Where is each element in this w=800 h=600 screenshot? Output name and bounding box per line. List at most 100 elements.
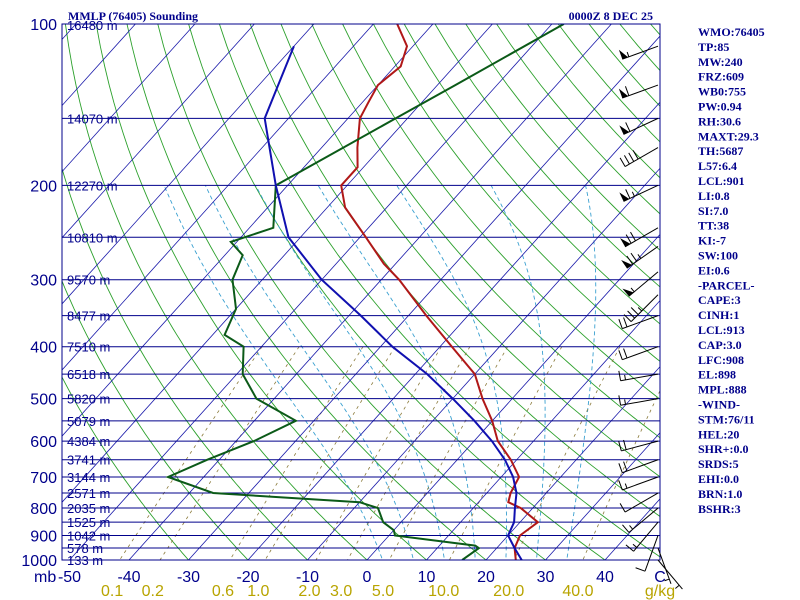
pressure-unit-label: mb — [34, 569, 56, 586]
wind-barb — [625, 521, 659, 552]
wind-barb-half-flag — [626, 51, 630, 57]
wind-barb — [619, 117, 659, 135]
isotherm — [69, 24, 553, 560]
mixing-ratio-line — [448, 346, 563, 560]
dry-adiabat — [249, 24, 660, 518]
wind-barb-flag — [618, 370, 622, 381]
isotherm — [128, 24, 612, 560]
index-item: CAPE:3 — [698, 293, 741, 307]
index-item: KI:-7 — [698, 234, 726, 248]
wind-barb — [618, 395, 659, 406]
index-item: LCL:913 — [698, 323, 745, 337]
dry-adiabat — [218, 24, 660, 558]
wind-barb — [657, 547, 672, 584]
wind-barb-pennant — [621, 260, 632, 269]
wind-barb-flag — [618, 350, 623, 360]
index-item: SI:7.0 — [698, 204, 728, 218]
isotherm — [62, 24, 434, 437]
stability-indices-panel: WMO:76405TP:85MW:240FRZ:609WB0:755PW:0.9… — [698, 25, 765, 516]
mixing-ratio-line — [388, 346, 508, 560]
wind-barb-staff — [622, 346, 659, 361]
wind-barb-flag — [618, 395, 622, 406]
index-item: L57:6.4 — [698, 159, 737, 173]
isotherm — [62, 24, 493, 503]
height-label: 4384 m — [67, 434, 110, 449]
wind-barb — [622, 271, 659, 297]
wind-barb-flag — [618, 463, 623, 473]
wind-barb-pennant — [622, 288, 634, 297]
wind-barb-staff — [624, 147, 659, 167]
isotherm — [62, 24, 196, 173]
height-label: 7510 m — [67, 340, 110, 355]
dry-adiabat — [95, 24, 428, 560]
wind-barb-half-flag — [631, 191, 635, 197]
height-label: 3741 m — [67, 453, 110, 468]
isotherm — [0, 24, 16, 560]
wind-barb — [618, 45, 659, 60]
mixing-ratio-tick-label: 0.6 — [212, 583, 234, 600]
temperature-tick-label: 10 — [418, 569, 436, 586]
wind-barb-staff — [620, 373, 659, 382]
pressure-tick-label: 700 — [30, 470, 57, 487]
mixing-ratio-line — [347, 346, 471, 560]
wind-barb — [618, 439, 659, 452]
height-label: 2035 m — [67, 501, 110, 516]
height-label: 16480 m — [67, 18, 118, 33]
chart-time: 0000Z 8 DEC 25 — [569, 9, 653, 23]
index-item: STM:76/11 — [698, 412, 755, 426]
wind-barb-flag — [623, 461, 628, 472]
index-item: EL:898 — [698, 368, 736, 382]
dry-adiabat — [403, 24, 660, 325]
wind-barb-staff — [621, 440, 659, 452]
dry-adiabat — [157, 24, 547, 560]
temperature-tick-label: -10 — [296, 569, 319, 586]
chart-title: MMLP (76405) Sounding — [68, 9, 198, 23]
wind-barb-flag — [626, 255, 634, 265]
wind-barb — [619, 492, 659, 513]
wind-barb — [618, 370, 659, 382]
mixing-ratio-line — [119, 346, 263, 560]
isotherm — [62, 24, 255, 239]
dry-adiabat — [373, 24, 660, 362]
wind-barb-flag — [630, 252, 638, 262]
index-item: TT:38 — [698, 219, 729, 233]
mixing-ratio-tick-label: g/kg — [645, 583, 675, 600]
mixing-ratio-tick-label: 0.1 — [101, 583, 123, 600]
wind-barb — [623, 294, 659, 322]
index-item: -PARCEL- — [698, 278, 754, 292]
dry-adiabat — [496, 24, 660, 215]
index-item: RH:30.6 — [698, 114, 741, 128]
index-item: CAP:3.0 — [698, 338, 742, 352]
pressure-tick-label: 300 — [30, 273, 57, 290]
isotherm — [62, 24, 374, 371]
dry-adiabat — [188, 24, 606, 560]
index-item: MAXT:29.3 — [698, 129, 759, 143]
wind-barb-flag — [623, 348, 628, 359]
dry-adiabat — [465, 24, 660, 251]
height-label: 6518 m — [67, 367, 110, 382]
wind-barb-half-flag — [664, 578, 670, 582]
moist-adiabat — [490, 185, 546, 560]
wind-barb-half-flag — [629, 525, 634, 530]
wind-barb-staff — [628, 271, 659, 297]
wind-barb-staff — [623, 117, 659, 135]
mixing-ratio-line — [264, 346, 396, 560]
wind-barb-flag — [632, 150, 639, 160]
index-item: BRN:1.0 — [698, 487, 742, 501]
wind-barb-pennant — [618, 88, 628, 99]
index-item: BSHR:3 — [698, 502, 741, 516]
wind-barb-flag — [625, 544, 634, 552]
isotherm — [426, 299, 660, 560]
wind-barb-staff — [624, 227, 659, 248]
mixing-ratio-tick-label: 40.0 — [562, 583, 593, 600]
temperature-tick-label: 40 — [596, 569, 614, 586]
index-item: WMO:76405 — [698, 25, 765, 39]
wind-barb-staff — [657, 559, 683, 590]
wind-barb-staff — [644, 535, 659, 572]
mixing-ratio-line — [513, 346, 621, 560]
index-item: TH:5687 — [698, 144, 743, 158]
wind-barb-flag — [625, 189, 631, 199]
wind-barb-flag — [623, 439, 627, 450]
height-label: 133 m — [67, 553, 103, 568]
wind-barb-flag — [627, 310, 636, 319]
